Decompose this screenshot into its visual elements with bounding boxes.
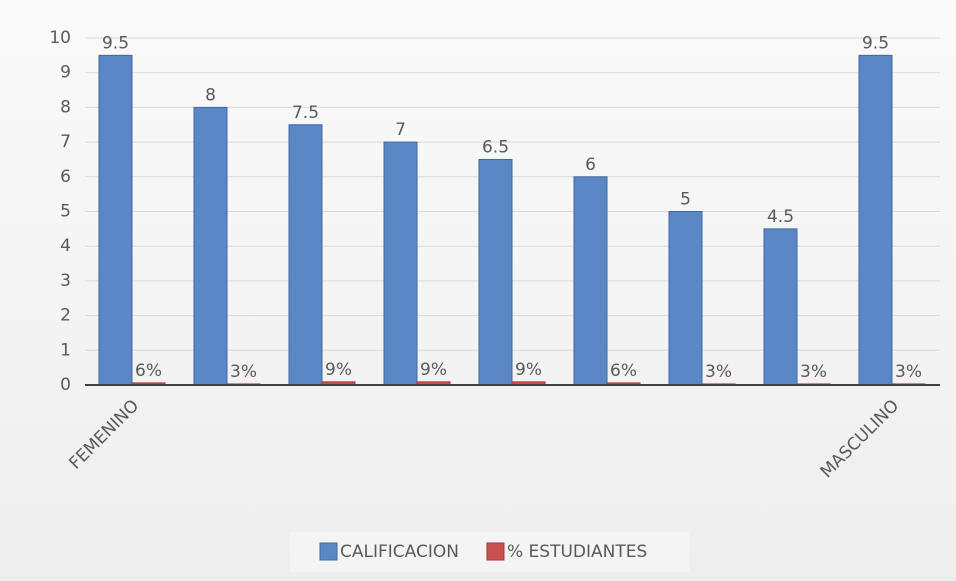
- data-label: 9.5: [862, 33, 889, 53]
- bar: [288, 124, 323, 386]
- data-label: 4.5: [767, 207, 794, 227]
- y-tick-label: 4: [60, 236, 71, 256]
- data-label: 3%: [800, 362, 827, 382]
- y-tick-label: 7: [60, 132, 71, 152]
- data-label: 8: [205, 85, 216, 105]
- y-tick-label: 6: [60, 167, 71, 187]
- bar: [763, 228, 798, 386]
- data-label: 9%: [325, 360, 352, 380]
- y-tick-label: 8: [60, 97, 71, 117]
- data-label: 7.5: [292, 103, 319, 123]
- data-label: 9%: [515, 360, 542, 380]
- y-tick-label: 9: [60, 63, 71, 83]
- data-label: 5: [680, 190, 691, 210]
- data-label: 7: [395, 120, 406, 140]
- legend-label: % ESTUDIANTES: [507, 542, 647, 562]
- bar: [858, 54, 893, 386]
- data-label: 9%: [420, 360, 447, 380]
- x-tick-label: FEMENINO: [65, 396, 143, 474]
- y-tick-label: 2: [60, 306, 71, 326]
- y-tick-label: 10: [49, 28, 71, 48]
- bar: [383, 141, 418, 386]
- data-label: 6%: [135, 361, 162, 381]
- y-tick-label: 0: [60, 375, 71, 395]
- data-label: 6: [585, 155, 596, 175]
- bar: [668, 211, 703, 386]
- y-tick-label: 5: [60, 202, 71, 222]
- data-label: 9.5: [102, 33, 129, 53]
- legend-swatch: [319, 542, 338, 561]
- y-tick-label: 3: [60, 271, 71, 291]
- bar: [98, 54, 133, 386]
- bar: [193, 106, 228, 386]
- data-label: 3%: [705, 362, 732, 382]
- data-label: 6%: [610, 361, 637, 381]
- x-tick-label: MASCULINO: [817, 396, 903, 482]
- legend-swatch: [486, 542, 505, 561]
- data-label: 3%: [230, 362, 257, 382]
- data-label: 6.5: [482, 137, 509, 157]
- bar: [573, 176, 608, 386]
- data-label: 3%: [895, 362, 922, 382]
- legend-label: CALIFICACION: [340, 542, 459, 562]
- bar: [478, 158, 513, 386]
- y-tick-label: 1: [60, 340, 71, 360]
